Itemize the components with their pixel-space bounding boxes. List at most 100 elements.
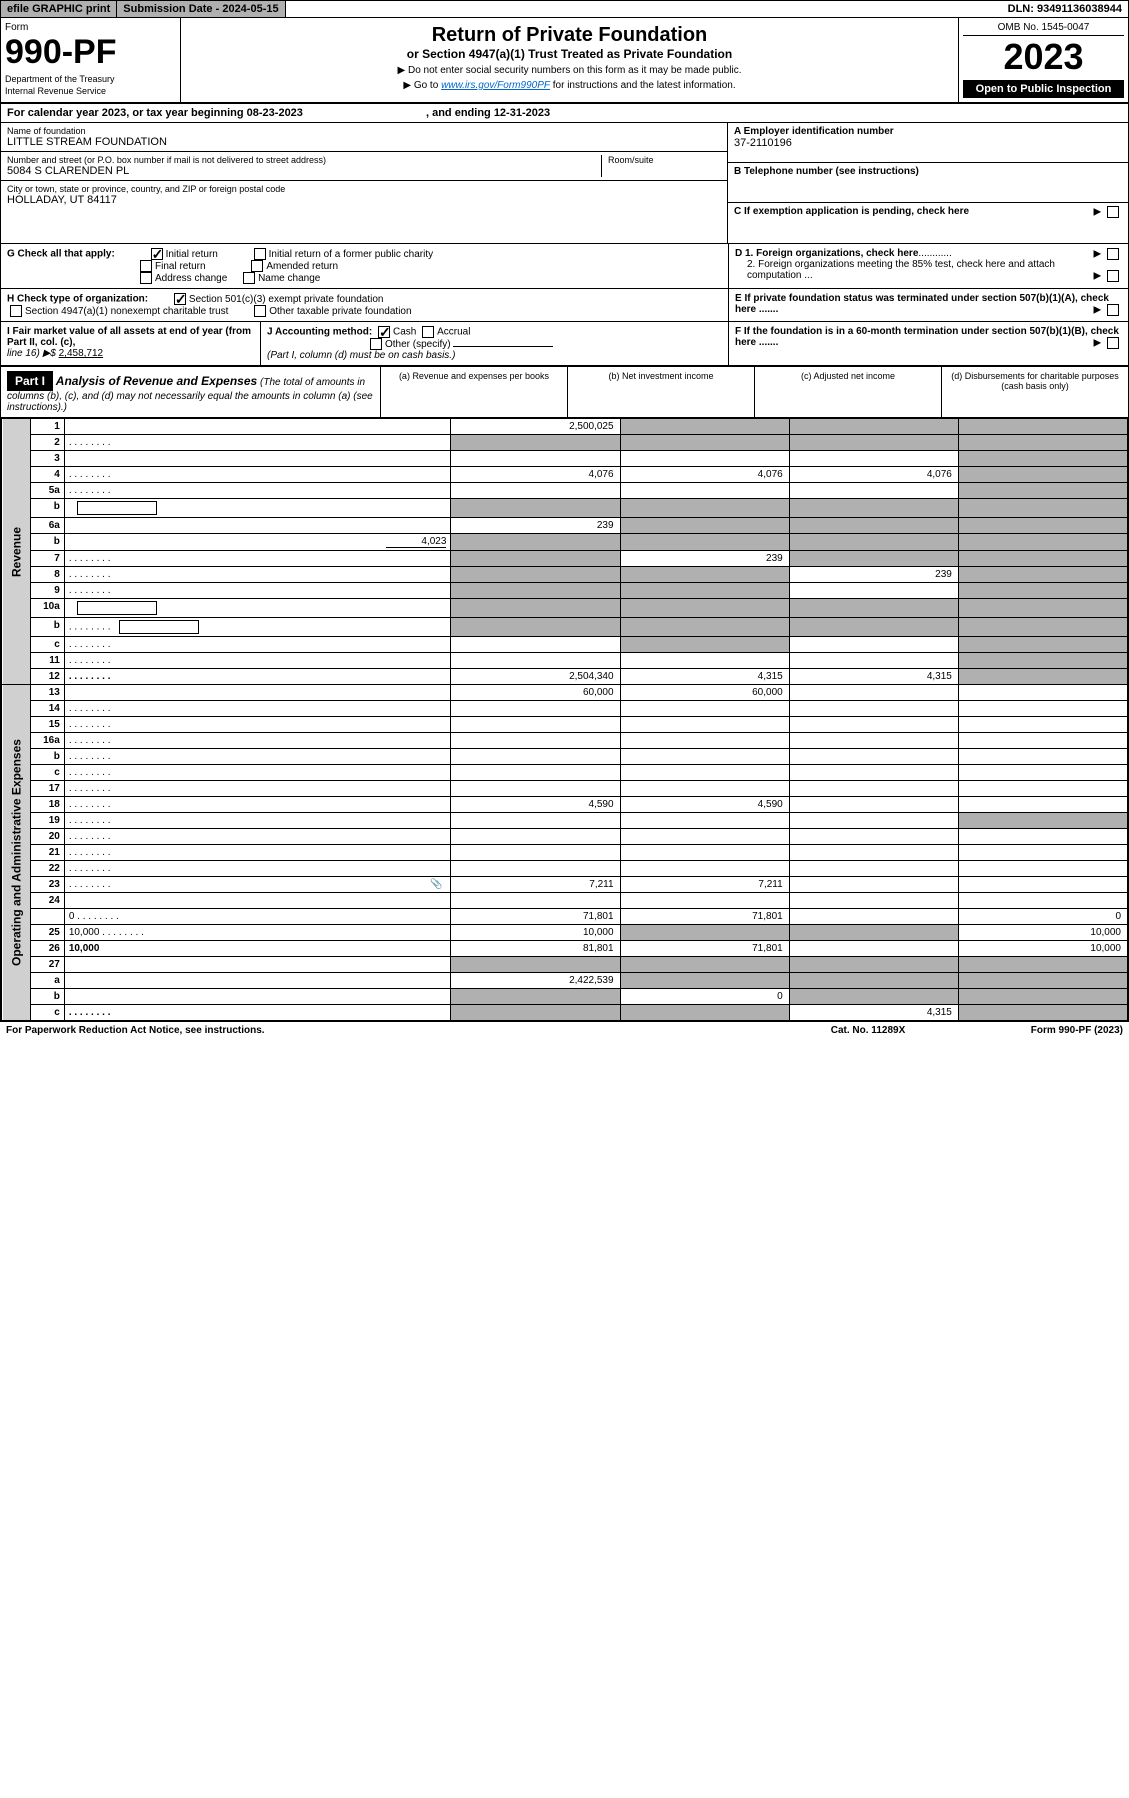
amt-col-c (789, 618, 958, 637)
section-j: J Accounting method: Cash Accrual Other … (261, 322, 728, 365)
table-row: 24 (2, 893, 1128, 909)
amt-col-c (789, 499, 958, 518)
line-desc: 4,023 (64, 534, 451, 551)
line-desc: . . . . . . . . (64, 765, 451, 781)
line-number: 14 (30, 701, 64, 717)
pending-checkbox[interactable] (1107, 206, 1119, 218)
amt-col-c (789, 877, 958, 893)
line-number: 8 (30, 567, 64, 583)
amt-col-c (789, 909, 958, 925)
amt-col-d (958, 467, 1127, 483)
section-f: F If the foundation is in a 60-month ter… (728, 322, 1128, 365)
amt-col-c (789, 534, 958, 551)
amt-col-d (958, 1005, 1127, 1021)
table-row: a2,422,539 (2, 973, 1128, 989)
table-row: 16a . . . . . . . . (2, 733, 1128, 749)
table-row: 12 . . . . . . . .2,504,3404,3154,315 (2, 669, 1128, 685)
line-number: b (30, 749, 64, 765)
other-tax-checkbox[interactable] (254, 305, 266, 317)
amt-col-d (958, 483, 1127, 499)
amt-col-c (789, 781, 958, 797)
tax-year: 2023 (963, 36, 1124, 78)
amt-col-d (958, 845, 1127, 861)
amt-col-b (620, 1005, 789, 1021)
other-method-checkbox[interactable] (370, 338, 382, 350)
e-checkbox[interactable] (1107, 304, 1119, 316)
cash-checkbox[interactable] (378, 326, 390, 338)
line-desc: . . . . . . . . (64, 637, 451, 653)
amt-col-a (451, 583, 620, 599)
accrual-checkbox[interactable] (422, 326, 434, 338)
name-change-checkbox[interactable] (243, 272, 255, 284)
amt-col-a (451, 499, 620, 518)
table-row: 18 . . . . . . . .4,5904,590 (2, 797, 1128, 813)
line-number: 27 (30, 957, 64, 973)
amt-col-a (451, 451, 620, 467)
amt-col-a (451, 435, 620, 451)
a1-checkbox[interactable] (10, 305, 22, 317)
d2-checkbox[interactable] (1107, 270, 1119, 282)
final-return-checkbox[interactable] (140, 260, 152, 272)
amt-col-d: 10,000 (958, 925, 1127, 941)
amt-col-a: 239 (451, 518, 620, 534)
table-row: 2510,000 . . . . . . . .10,00010,000 (2, 925, 1128, 941)
amt-col-a: 4,590 (451, 797, 620, 813)
amt-col-d (958, 765, 1127, 781)
amt-col-a: 60,000 (451, 685, 620, 701)
line-number: 26 (30, 941, 64, 957)
line-number: 11 (30, 653, 64, 669)
amt-col-a (451, 957, 620, 973)
line-number: 16a (30, 733, 64, 749)
c3-checkbox[interactable] (174, 293, 186, 305)
amt-col-a: 2,504,340 (451, 669, 620, 685)
amt-col-c (789, 599, 958, 618)
amt-col-b (620, 845, 789, 861)
amt-col-a: 7,211 (451, 877, 620, 893)
line-desc: . . . . . . . . (64, 829, 451, 845)
line-number: 4 (30, 467, 64, 483)
line-number: 13 (30, 685, 64, 701)
amt-col-b (620, 925, 789, 941)
amt-col-a (451, 1005, 620, 1021)
attachment-icon[interactable]: 📎 (430, 879, 442, 890)
section-i-j: I Fair market value of all assets at end… (1, 322, 728, 365)
amt-col-a: 2,500,025 (451, 419, 620, 435)
line-number: 25 (30, 925, 64, 941)
cat-no: Cat. No. 11289X (793, 1025, 943, 1036)
amended-checkbox[interactable] (251, 260, 263, 272)
amt-col-a: 10,000 (451, 925, 620, 941)
amt-col-d (958, 637, 1127, 653)
d1-checkbox[interactable] (1107, 248, 1119, 260)
line-number: 5a (30, 483, 64, 499)
line-number: 6a (30, 518, 64, 534)
initial-return-checkbox[interactable] (151, 248, 163, 260)
amt-col-d (958, 499, 1127, 518)
part1-title-cell: Part I Analysis of Revenue and Expenses … (1, 367, 381, 417)
initial-former-checkbox[interactable] (254, 248, 266, 260)
addr-change-checkbox[interactable] (140, 272, 152, 284)
line-desc: . . . . . . . . (64, 813, 451, 829)
line-desc: . . . . . . . . (64, 669, 451, 685)
amt-col-b (620, 419, 789, 435)
table-row: 11 . . . . . . . . (2, 653, 1128, 669)
irs-url-link[interactable]: www.irs.gov/Form990PF (441, 80, 550, 91)
amt-col-b (620, 701, 789, 717)
amt-col-d (958, 669, 1127, 685)
amt-col-c (789, 583, 958, 599)
table-row: 4 . . . . . . . .4,0764,0764,076 (2, 467, 1128, 483)
amt-col-c (789, 701, 958, 717)
f-checkbox[interactable] (1107, 337, 1119, 349)
line-desc: 10,000 . . . . . . . . (64, 925, 451, 941)
amt-col-d (958, 717, 1127, 733)
amt-col-a: 71,801 (451, 909, 620, 925)
amt-col-b (620, 567, 789, 583)
line-desc: . . . . . . . . (64, 618, 451, 637)
line-desc: 10,000 (64, 941, 451, 957)
amt-col-a: 81,801 (451, 941, 620, 957)
line-number: a (30, 973, 64, 989)
amt-col-d (958, 861, 1127, 877)
amt-col-c (789, 829, 958, 845)
amt-col-d (958, 797, 1127, 813)
line-desc: . . . . . . . . (64, 1005, 451, 1021)
amt-col-c (789, 483, 958, 499)
